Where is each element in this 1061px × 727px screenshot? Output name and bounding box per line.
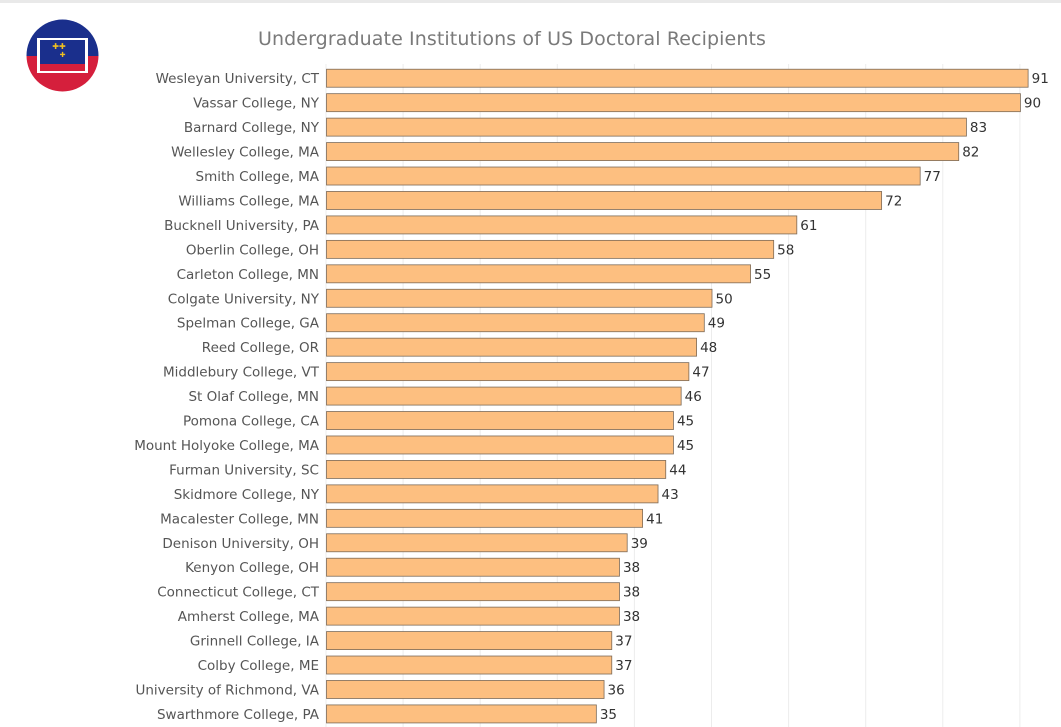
- value-label: 38: [623, 560, 640, 576]
- bar[interactable]: [326, 93, 1021, 113]
- bar[interactable]: [326, 362, 690, 382]
- value-label: 47: [692, 365, 709, 381]
- category-label: Bucknell University, PA: [164, 218, 320, 234]
- value-label: 39: [631, 536, 648, 552]
- category-label: Middlebury College, VT: [163, 365, 320, 381]
- bar[interactable]: [326, 166, 921, 186]
- category-label: Colby College, ME: [198, 658, 319, 674]
- category-label: Barnard College, NY: [184, 120, 320, 136]
- category-label: Williams College, MA: [178, 193, 319, 209]
- bar[interactable]: [326, 337, 697, 357]
- category-label: Oberlin College, OH: [186, 242, 319, 258]
- value-label: 48: [700, 340, 717, 356]
- bar[interactable]: [326, 557, 620, 577]
- bar[interactable]: [326, 411, 674, 430]
- value-label: 90: [1024, 96, 1041, 112]
- category-label: Smith College, MA: [196, 169, 320, 185]
- bar[interactable]: [326, 288, 713, 308]
- category-label: University of Richmond, VA: [135, 682, 319, 698]
- value-label: 46: [685, 389, 702, 405]
- value-label: 61: [800, 218, 817, 234]
- value-label: 82: [962, 145, 979, 161]
- logo-flag-icon: ✚✚ ✚: [26, 19, 99, 92]
- bar[interactable]: [326, 655, 613, 675]
- category-label: Spelman College, GA: [177, 316, 320, 332]
- value-label: 35: [600, 707, 617, 723]
- category-label: Skidmore College, NY: [174, 487, 320, 503]
- category-label: Swarthmore College, PA: [157, 707, 320, 723]
- bar[interactable]: [326, 386, 682, 406]
- bar[interactable]: [326, 484, 659, 504]
- value-label: 50: [716, 291, 733, 307]
- value-label: 36: [608, 682, 625, 698]
- value-label: 45: [677, 438, 694, 454]
- bar[interactable]: [326, 680, 605, 699]
- category-label: Wesleyan University, CT: [156, 71, 320, 87]
- category-label: St Olaf College, MN: [188, 389, 319, 405]
- bar[interactable]: [326, 117, 967, 137]
- category-label: Vassar College, NY: [193, 96, 320, 112]
- value-label: 91: [1032, 71, 1049, 87]
- bar[interactable]: [326, 191, 883, 210]
- bar[interactable]: [326, 313, 705, 333]
- category-label: Macalester College, MN: [160, 511, 319, 527]
- bar[interactable]: [326, 435, 674, 455]
- value-label: 37: [615, 634, 632, 650]
- value-label: 41: [646, 511, 663, 527]
- bar[interactable]: [326, 68, 1029, 88]
- value-label: 58: [777, 242, 794, 258]
- bar[interactable]: [326, 239, 775, 259]
- category-label: Denison University, OH: [162, 536, 319, 552]
- category-labels: Wesleyan University, CT Vassar College, N…: [134, 71, 320, 723]
- value-label: 55: [754, 267, 771, 283]
- category-label: Grinnell College, IA: [190, 634, 320, 650]
- svg-text:✚✚: ✚✚: [52, 42, 66, 51]
- category-label: Wellesley College, MA: [171, 145, 320, 161]
- category-label: Pomona College, CA: [183, 414, 320, 430]
- value-label: 45: [677, 414, 694, 430]
- value-label: 49: [708, 316, 725, 332]
- category-label: Kenyon College, OH: [185, 560, 319, 576]
- bar[interactable]: [326, 508, 644, 528]
- bar[interactable]: [326, 142, 960, 161]
- value-label: 72: [885, 193, 902, 209]
- bar[interactable]: [326, 460, 667, 479]
- category-label: Furman University, SC: [169, 462, 319, 478]
- category-label: Colgate University, NY: [168, 291, 320, 307]
- category-label: Carleton College, MN: [177, 267, 319, 283]
- value-label: 38: [623, 585, 640, 601]
- bars: [326, 68, 1029, 724]
- bar[interactable]: [326, 606, 620, 626]
- bar[interactable]: [326, 533, 628, 553]
- top-border: [0, 0, 1061, 3]
- value-label: 37: [615, 658, 632, 674]
- bar[interactable]: [326, 631, 613, 650]
- value-label: 38: [623, 609, 640, 625]
- value-label: 44: [669, 462, 686, 478]
- value-label: 77: [924, 169, 941, 185]
- bar[interactable]: [326, 215, 798, 235]
- value-labels: 91 90 83 82 77 72 61 58 55 50 49 48 47 46 45 45 44 43 41 39…: [600, 71, 1049, 723]
- bar[interactable]: [326, 264, 751, 284]
- value-label: 43: [662, 487, 679, 503]
- svg-text:✚: ✚: [60, 51, 66, 59]
- bar[interactable]: [326, 582, 620, 602]
- chart-title: Undergraduate Institutions of US Doctora…: [258, 28, 767, 50]
- category-label: Mount Holyoke College, MA: [134, 438, 320, 454]
- value-label: 83: [970, 120, 987, 136]
- bar[interactable]: [326, 704, 597, 724]
- category-label: Amherst College, MA: [178, 609, 320, 625]
- category-label: Reed College, OR: [202, 340, 319, 356]
- category-label: Connecticut College, CT: [157, 585, 320, 601]
